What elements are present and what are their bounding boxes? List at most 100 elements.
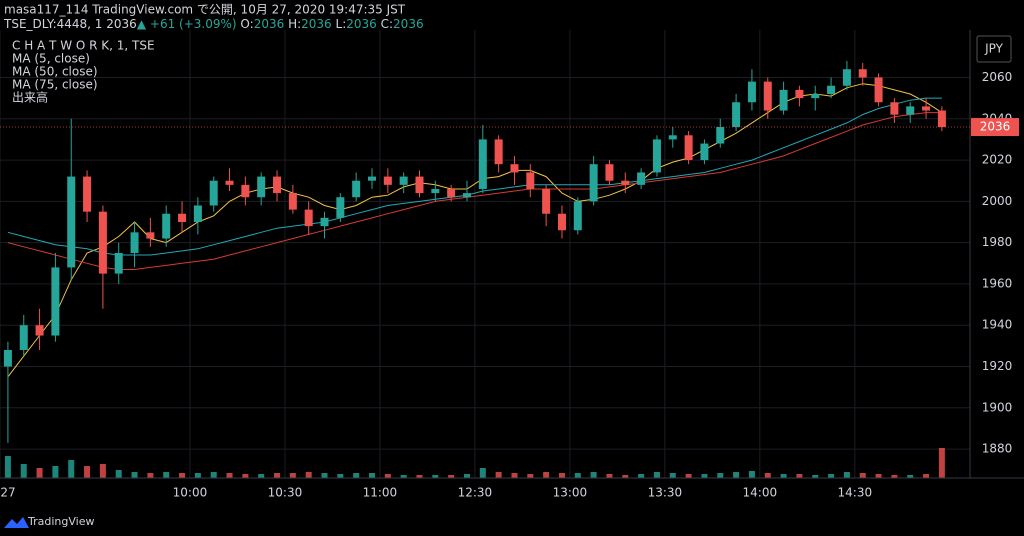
volume-bar: [907, 475, 914, 478]
candle-body: [320, 217, 329, 227]
symbol: TSE_DLY:4448, 1: [3, 17, 102, 31]
ohlc-value: 2036: [393, 17, 424, 31]
volume-bar: [796, 474, 803, 478]
ohlc-value: 2036: [301, 17, 332, 31]
volume-bar: [210, 472, 217, 478]
legend-entry[interactable]: MA (75, close): [12, 78, 98, 92]
volume-bar: [653, 472, 660, 478]
candle-body: [842, 69, 851, 86]
volume-bar: [938, 448, 945, 478]
candle-body: [906, 106, 915, 115]
volume-bar: [828, 474, 835, 478]
volume-bar: [780, 474, 787, 478]
candle-body: [827, 85, 836, 94]
candle-body: [589, 164, 598, 202]
candle-body: [241, 184, 250, 198]
volume-bar: [369, 473, 376, 478]
candle-body: [652, 139, 661, 173]
volume-bar: [99, 464, 106, 478]
volume-bar: [226, 473, 233, 478]
candle-body: [700, 143, 709, 161]
candle-body: [922, 106, 931, 111]
logo-icon: [4, 517, 29, 528]
volume-bar: [558, 473, 565, 478]
candle-body: [858, 69, 867, 78]
candle-body: [637, 172, 646, 185]
volume-bar: [131, 472, 138, 478]
candle-body: [162, 213, 171, 239]
y-tick-label: 1880: [982, 442, 1013, 456]
volume-bar: [891, 475, 898, 478]
y-tick-label: 1980: [982, 235, 1013, 249]
volume-bar: [353, 473, 360, 478]
volume-bar: [859, 473, 866, 478]
candle-body: [3, 350, 12, 367]
candle-body: [890, 102, 899, 115]
volume-bar: [416, 475, 423, 478]
candle-body: [573, 201, 582, 231]
x-tick-label: 10:30: [268, 486, 303, 500]
ma-line: [7, 97, 942, 256]
candle-body: [605, 164, 614, 181]
volume-bar: [717, 473, 724, 478]
volume-bar: [875, 474, 882, 478]
volume-bar: [606, 474, 613, 478]
candle-body: [747, 81, 756, 103]
currency-box[interactable]: [976, 35, 1012, 63]
x-tick-label: 14:00: [743, 486, 778, 500]
candle-body: [526, 172, 535, 189]
candle-body: [225, 180, 234, 185]
volume-bar: [400, 475, 407, 478]
volume-bar: [84, 466, 91, 478]
volume-bar: [20, 464, 27, 478]
candle-body: [114, 252, 123, 274]
candle-body: [146, 232, 155, 239]
candle-body: [763, 81, 772, 111]
candle-body: [178, 213, 187, 222]
candle-body: [684, 135, 693, 161]
y-tick-label: 2020: [982, 153, 1013, 167]
volume-bar: [4, 456, 11, 478]
quote-line: TSE_DLY:4448, 1 2036▲ +61 (+3.09%) O:203…: [3, 17, 424, 31]
volume-bar: [179, 473, 186, 478]
candle-body: [304, 209, 313, 227]
volume-bar: [495, 472, 502, 478]
legend-entry[interactable]: 出来高: [12, 90, 48, 105]
candle-body: [415, 176, 424, 194]
volume-bar: [384, 474, 391, 478]
candle-body: [35, 325, 44, 336]
x-tick-label: 12:30: [458, 486, 493, 500]
candle-body: [510, 164, 519, 173]
candle-body: [668, 135, 677, 140]
volume-bar: [463, 474, 470, 478]
volume-bar: [194, 473, 201, 478]
volume-bar: [812, 475, 819, 478]
ohlc-key: C:: [381, 17, 393, 31]
volume-bar: [448, 475, 455, 478]
candle-body: [447, 188, 456, 198]
candle-body: [19, 325, 28, 350]
candle-body: [462, 193, 471, 198]
candle-body: [542, 188, 551, 214]
legend-entry[interactable]: MA (50, close): [12, 65, 98, 79]
volume-bar: [574, 473, 581, 478]
ohlc-key: H:: [288, 17, 301, 31]
volume-bar: [701, 474, 708, 478]
y-tick-label: 2060: [982, 70, 1013, 84]
y-tick-label: 1940: [982, 318, 1013, 332]
ohlc-value: 2036: [346, 17, 377, 31]
y-tick-label: 1920: [982, 359, 1013, 373]
legend-entry[interactable]: MA (5, close): [12, 52, 90, 66]
volume-bar: [115, 470, 122, 478]
volume-bar: [511, 473, 518, 478]
candle-body: [874, 77, 883, 103]
candle-body: [811, 94, 820, 99]
candle-body: [383, 176, 392, 185]
x-tick-label: 13:00: [553, 486, 588, 500]
currency[interactable]: JPY: [984, 42, 1004, 56]
candle-body: [494, 139, 503, 165]
x-tick-label: 13:30: [648, 486, 683, 500]
volume-bar: [258, 474, 265, 478]
